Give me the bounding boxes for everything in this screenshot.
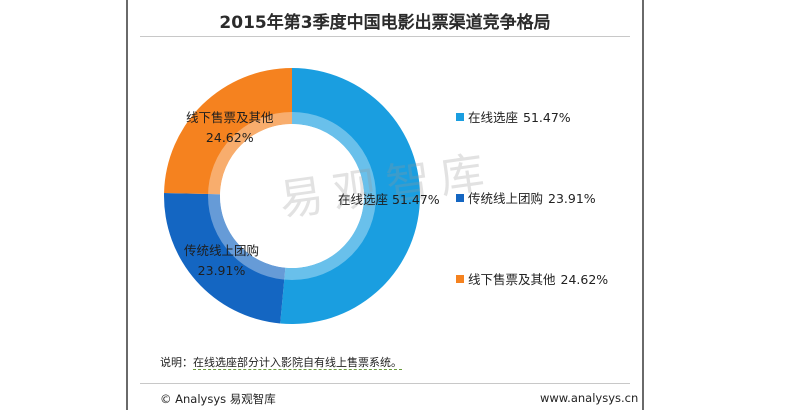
slice-label-groupon: 传统线上团购 23.91% xyxy=(184,241,259,281)
slice-label-offline-name: 线下售票及其他 xyxy=(186,110,274,125)
legend-swatch-groupon xyxy=(456,194,464,202)
slice-label-groupon-name: 传统线上团购 xyxy=(184,243,260,258)
footer-website: www.analysys.cn xyxy=(540,391,639,405)
legend-value-groupon: 23.91% xyxy=(548,191,596,206)
legend-item-online: 在线选座 51.47% xyxy=(456,107,571,126)
donut-slices xyxy=(164,68,421,324)
legend-value-offline: 24.62% xyxy=(560,272,609,287)
legend-item-groupon: 传统线上团购 23.91% xyxy=(456,188,596,207)
footnote: 说明：在线选座部分计入影院自有线上售票系统。 xyxy=(160,354,402,370)
legend-label-online: 在线选座 xyxy=(468,110,519,125)
legend-label-offline: 线下售票及其他 xyxy=(468,272,556,287)
donut-hole xyxy=(220,124,364,268)
legend-value-online: 51.47% xyxy=(523,110,571,125)
legend-swatch-offline xyxy=(456,275,464,283)
footer-divider xyxy=(140,383,630,384)
slice-label-offline: 线下售票及其他 24.62% xyxy=(186,108,274,148)
donut-inner-ring xyxy=(208,112,376,280)
footer-copyright: © Analysys 易观智库 xyxy=(160,392,276,406)
donut-slice-offline xyxy=(164,68,292,195)
legend-swatch-online xyxy=(456,113,464,121)
legend-label-groupon: 传统线上团购 xyxy=(468,191,544,206)
slice-label-online-name: 在线选座 xyxy=(338,192,389,207)
legend-item-offline: 线下售票及其他 24.62% xyxy=(456,269,608,288)
footnote-prefix: 说明： xyxy=(160,356,193,369)
slice-label-online: 在线选座 51.47% xyxy=(338,190,440,210)
slice-label-groupon-value: 23.91% xyxy=(197,263,246,278)
chart-title: 2015年第3季度中国电影出票渠道竞争格局 xyxy=(219,13,551,33)
left-border-line xyxy=(126,0,128,410)
slice-label-online-value: 51.47% xyxy=(392,192,440,207)
title-divider xyxy=(140,36,630,37)
right-border-line xyxy=(642,0,644,410)
donut-slice-groupon xyxy=(164,192,286,324)
footnote-text: 在线选座部分计入影院自有线上售票系统。 xyxy=(193,356,402,370)
donut-slice-online xyxy=(280,68,421,324)
slice-label-offline-value: 24.62% xyxy=(205,130,254,145)
